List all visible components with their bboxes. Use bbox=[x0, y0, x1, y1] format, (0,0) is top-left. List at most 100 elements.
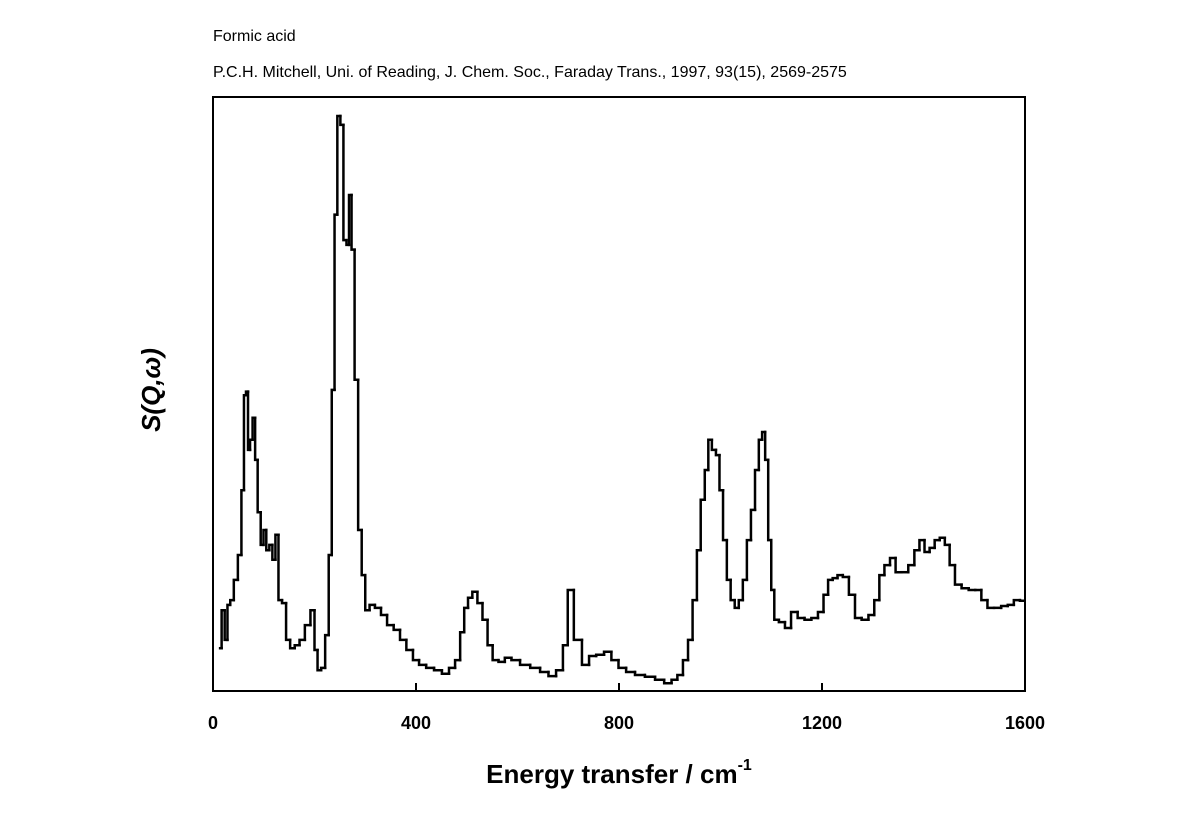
data-step bbox=[1018, 598, 1025, 602]
data-step bbox=[816, 610, 825, 620]
data-step bbox=[789, 610, 799, 630]
data-step bbox=[725, 538, 732, 582]
data-step bbox=[458, 630, 466, 662]
data-step bbox=[339, 114, 345, 127]
data-step bbox=[303, 623, 312, 642]
data-step bbox=[240, 488, 246, 557]
data-step bbox=[277, 533, 284, 602]
data-step bbox=[313, 608, 319, 652]
data-step bbox=[554, 668, 565, 678]
data-step bbox=[1006, 603, 1016, 608]
data-step bbox=[643, 673, 657, 678]
data-step bbox=[587, 654, 598, 667]
data-step bbox=[757, 438, 764, 472]
data-step bbox=[670, 678, 679, 685]
data-step bbox=[330, 388, 336, 557]
data-step bbox=[913, 548, 921, 567]
data-step bbox=[538, 666, 550, 674]
data-step bbox=[476, 590, 484, 605]
data-step bbox=[770, 538, 776, 592]
data-step bbox=[497, 658, 507, 664]
data-step bbox=[633, 670, 647, 677]
data-step bbox=[918, 538, 926, 552]
data-step bbox=[510, 656, 522, 662]
data-step bbox=[810, 616, 820, 621]
data-step bbox=[749, 508, 757, 542]
data-step bbox=[440, 668, 451, 676]
data-step bbox=[695, 548, 702, 602]
data-step bbox=[803, 616, 813, 621]
x-tick-label: 0 bbox=[208, 713, 218, 733]
data-step bbox=[242, 393, 248, 492]
data-step bbox=[986, 598, 996, 610]
data-step bbox=[699, 498, 707, 552]
x-axis-label: Energy transfer / cm-1 bbox=[486, 757, 752, 789]
data-step bbox=[662, 678, 673, 685]
data-step bbox=[293, 644, 301, 650]
data-step bbox=[686, 638, 694, 662]
data-step bbox=[411, 648, 421, 662]
data-step bbox=[763, 430, 770, 462]
data-step bbox=[826, 578, 834, 597]
data-step bbox=[681, 658, 690, 677]
data-step bbox=[822, 593, 830, 614]
data-step bbox=[741, 578, 749, 602]
data-step bbox=[873, 598, 881, 617]
data-step bbox=[967, 586, 977, 592]
data-step bbox=[288, 638, 296, 650]
x-tick-label: 400 bbox=[401, 713, 431, 733]
data-step bbox=[518, 658, 532, 667]
data-step bbox=[253, 416, 259, 462]
data-step bbox=[783, 620, 793, 630]
data-step bbox=[718, 453, 725, 492]
data-step bbox=[624, 666, 637, 674]
data-step bbox=[766, 458, 773, 542]
data-step bbox=[327, 553, 334, 637]
data-step bbox=[462, 606, 470, 634]
data-step bbox=[733, 598, 741, 610]
data-step bbox=[342, 123, 348, 242]
data-step bbox=[933, 538, 941, 550]
data-step bbox=[572, 588, 584, 642]
data-step bbox=[353, 248, 360, 381]
data-step bbox=[424, 663, 436, 670]
data-step bbox=[323, 633, 330, 670]
data-step bbox=[379, 606, 389, 617]
x-axis-label-text: Energy transfer / cm bbox=[486, 759, 737, 789]
data-step bbox=[566, 588, 576, 647]
data-step bbox=[923, 538, 931, 554]
x-tick-label: 800 bbox=[604, 713, 634, 733]
data-step bbox=[602, 650, 613, 657]
data-step bbox=[398, 628, 408, 642]
data-step bbox=[594, 653, 606, 658]
data-step bbox=[894, 556, 903, 574]
data-step bbox=[867, 613, 876, 621]
data-step bbox=[948, 543, 957, 567]
data-step bbox=[847, 575, 857, 597]
data-step bbox=[561, 644, 569, 672]
data-step bbox=[405, 638, 415, 652]
x-tick-label: 1600 bbox=[1005, 713, 1045, 733]
data-step bbox=[528, 663, 542, 670]
plot-frame bbox=[212, 96, 1026, 692]
data-step bbox=[710, 438, 718, 452]
data-step bbox=[938, 536, 947, 542]
data-step bbox=[853, 593, 863, 620]
data-step bbox=[883, 563, 892, 577]
data-step bbox=[777, 618, 787, 624]
data-step bbox=[888, 556, 897, 567]
data-step bbox=[236, 553, 243, 582]
data-step bbox=[364, 573, 371, 612]
data-step bbox=[491, 644, 500, 662]
data-step bbox=[653, 675, 666, 681]
data-step bbox=[432, 666, 444, 672]
chart-subtitle: P.C.H. Mitchell, Uni. of Reading, J. Che… bbox=[213, 64, 847, 81]
data-step bbox=[466, 596, 474, 610]
data-step bbox=[284, 601, 292, 642]
data-step bbox=[729, 578, 736, 602]
data-step bbox=[953, 563, 963, 586]
data-step bbox=[417, 658, 428, 667]
data-step bbox=[753, 468, 761, 512]
data-step bbox=[319, 666, 327, 672]
